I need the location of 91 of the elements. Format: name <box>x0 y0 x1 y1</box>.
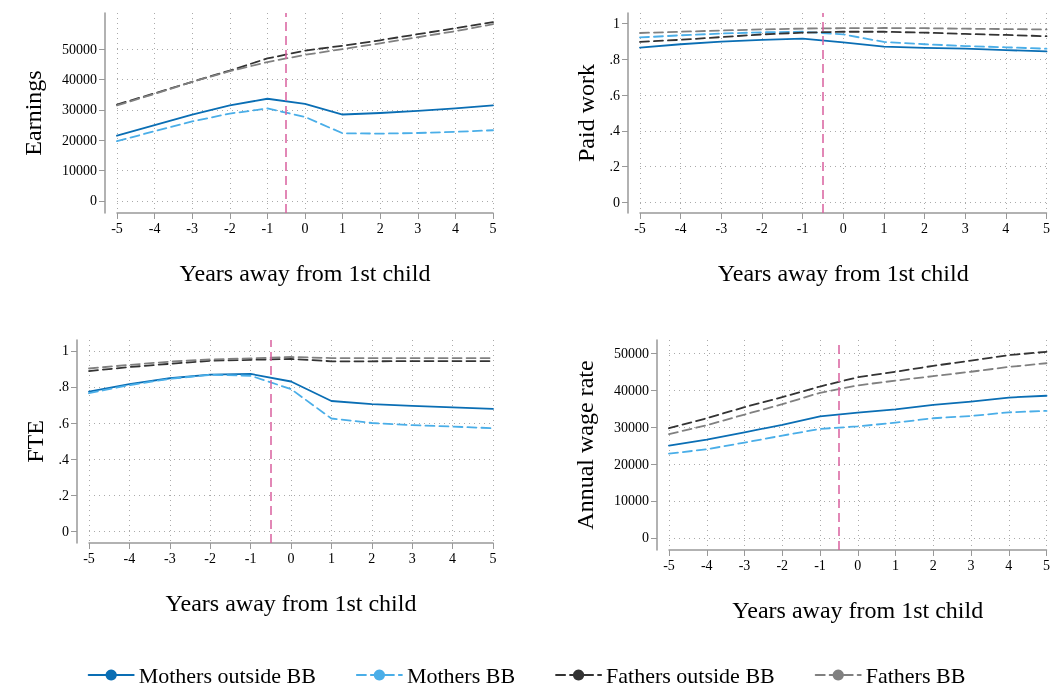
x-axis-title: Years away from 1st child <box>179 260 431 286</box>
legend-label: Fathers BB <box>865 662 966 688</box>
x-tick-label: 1 <box>892 557 899 573</box>
y-tick-label: 30000 <box>62 102 97 118</box>
line-series <box>668 350 1048 430</box>
x-tick-label: 0 <box>287 550 295 566</box>
x-tick-label: 4 <box>1002 220 1010 236</box>
line-series <box>88 373 494 410</box>
x-tick-label: -3 <box>186 220 199 236</box>
x-tick-label: 0 <box>854 557 862 573</box>
y-tick-label: .6 <box>58 415 69 431</box>
x-tick-label: 5 <box>1043 557 1050 573</box>
y-axis-title: Earnings <box>20 70 46 156</box>
y-axis-title: Annual wage rate <box>572 360 598 530</box>
line-series <box>668 394 1048 447</box>
x-tick-label: 2 <box>921 220 929 236</box>
x-tick-label: -3 <box>738 557 751 573</box>
legend-label: Mothers BB <box>406 662 516 688</box>
x-axis-title: Years away from 1st child <box>165 590 417 616</box>
x-tick-label: -1 <box>814 557 826 573</box>
y-tick-label: .8 <box>58 379 69 395</box>
y-tick-label: .4 <box>58 451 69 467</box>
y-tick-label: .2 <box>609 159 620 175</box>
y-tick-label: .8 <box>609 51 620 67</box>
y-tick-label: 40000 <box>614 382 649 398</box>
x-tick-label: -1 <box>796 220 809 236</box>
x-tick-label: -1 <box>244 550 257 566</box>
y-tick-label: 30000 <box>614 419 649 435</box>
line-series <box>668 409 1048 455</box>
x-axis-title: Years away from 1st child <box>717 260 969 286</box>
x-tick-label: 1 <box>327 550 335 566</box>
x-tick-label: 0 <box>301 220 309 236</box>
y-tick-label: 0 <box>62 523 69 539</box>
x-tick-label: -4 <box>700 557 713 573</box>
y-tick-label: 20000 <box>614 456 649 472</box>
y-tick-label: 0 <box>90 193 97 209</box>
y-tick-label: 0 <box>642 530 649 546</box>
y-tick-label: 10000 <box>62 163 97 179</box>
x-tick-label: -5 <box>663 557 675 573</box>
x-tick-label: 4 <box>1005 557 1013 573</box>
x-tick-label: -5 <box>634 220 646 236</box>
y-tick-label: 0 <box>613 194 620 210</box>
x-tick-label: 1 <box>880 220 888 236</box>
y-tick-label: 1 <box>62 343 69 359</box>
y-tick-label: .6 <box>609 87 620 103</box>
x-tick-label: -2 <box>776 557 789 573</box>
legend-label: Fathers outside BB <box>606 662 775 688</box>
x-tick-label: 3 <box>961 220 969 236</box>
x-tick-label: -4 <box>674 220 687 236</box>
x-tick-label: -1 <box>261 220 274 236</box>
x-tick-label: 3 <box>414 220 422 236</box>
y-tick-label: 50000 <box>614 345 649 361</box>
x-tick-label: -5 <box>83 550 95 566</box>
x-tick-label: 2 <box>376 220 384 236</box>
x-tick-label: -2 <box>756 220 768 236</box>
x-tick-label: -5 <box>111 220 123 236</box>
x-axis-title: Years away from 1st child <box>732 597 984 623</box>
y-tick-label: 40000 <box>62 72 97 88</box>
y-tick-label: .4 <box>609 123 620 139</box>
x-tick-label: 2 <box>929 557 937 573</box>
x-tick-label: 5 <box>489 220 497 236</box>
y-tick-label: .2 <box>58 487 69 503</box>
line-series <box>639 30 1048 43</box>
line-series <box>116 97 494 137</box>
x-tick-label: 3 <box>967 557 975 573</box>
line-series <box>88 373 494 430</box>
x-tick-label: -3 <box>163 550 176 566</box>
line-series <box>116 107 494 143</box>
x-tick-label: 0 <box>839 220 847 236</box>
y-tick-label: 50000 <box>62 41 97 57</box>
y-tick-label: 1 <box>613 16 620 32</box>
x-tick-label: 2 <box>368 550 376 566</box>
line-series <box>639 37 1048 53</box>
x-tick-label: 3 <box>408 550 416 566</box>
y-tick-label: 20000 <box>62 132 97 148</box>
x-tick-label: -2 <box>204 550 217 566</box>
legend-label: Mothers outside BB <box>138 662 316 688</box>
x-tick-label: 4 <box>449 550 457 566</box>
y-axis-title: FTE <box>22 420 48 463</box>
x-tick-label: -4 <box>148 220 161 236</box>
x-tick-label: 1 <box>339 220 347 236</box>
x-tick-label: -4 <box>123 550 136 566</box>
y-tick-label: 10000 <box>614 493 649 509</box>
x-tick-label: -3 <box>715 220 728 236</box>
line-series <box>668 362 1048 436</box>
y-axis-title: Paid work <box>573 64 599 162</box>
x-tick-label: 5 <box>1043 220 1050 236</box>
x-tick-label: 5 <box>489 550 497 566</box>
x-tick-label: 4 <box>451 220 459 236</box>
line-series <box>639 30 1048 50</box>
x-tick-label: -2 <box>223 220 236 236</box>
